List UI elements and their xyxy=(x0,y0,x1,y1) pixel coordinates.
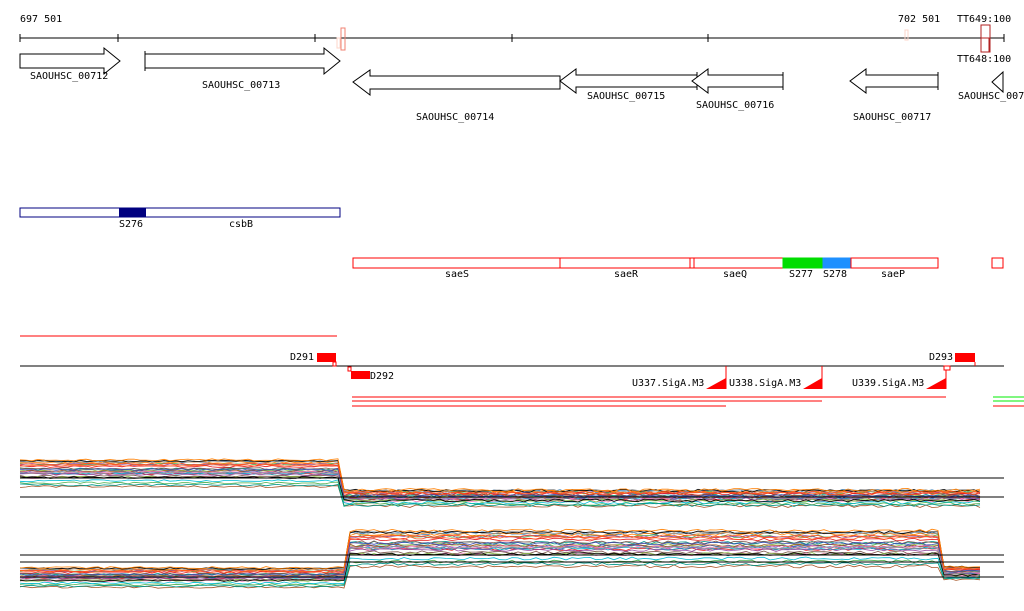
tss-marker[interactable] xyxy=(340,27,346,51)
expression-trace xyxy=(19,483,981,507)
promoter-U339[interactable] xyxy=(926,378,946,389)
gene-label: SAOUHSC_00716 xyxy=(696,100,775,111)
segment-S277[interactable] xyxy=(782,257,824,269)
expression-trace xyxy=(19,458,981,492)
expression-trace xyxy=(19,481,981,506)
feature-D292[interactable] xyxy=(351,371,370,379)
tss-marker[interactable] xyxy=(904,29,909,41)
ruler-start-label: 697 501 xyxy=(20,14,63,25)
expression-trace xyxy=(19,562,981,588)
expression-trace xyxy=(19,541,981,577)
feature-D293[interactable] xyxy=(955,353,975,362)
tss-marker[interactable] xyxy=(336,37,341,49)
expression-trace xyxy=(20,537,981,574)
gene-label: SAOUHSC_00712 xyxy=(30,71,109,82)
segment-S278[interactable] xyxy=(822,257,852,269)
feature-D291[interactable] xyxy=(317,353,336,362)
ruler-end-label: 702 501 xyxy=(898,14,941,25)
expression-traces xyxy=(19,458,981,589)
segment-saeQ[interactable] xyxy=(693,257,784,269)
segment-label: saeR xyxy=(614,269,639,280)
segment-label: csbB xyxy=(229,219,254,230)
gene-label: SAOUHSC_00715 xyxy=(587,91,666,102)
gene-label: SAOUHSC_007 xyxy=(958,91,1024,102)
tss-marker[interactable] xyxy=(980,37,990,53)
gene-arrow[interactable] xyxy=(849,68,939,94)
gene-label: SAOUHSC_00717 xyxy=(853,112,932,123)
expression-trace xyxy=(19,459,981,493)
gene-label: SAOUHSC_00713 xyxy=(202,80,281,91)
segment-label: S278 xyxy=(823,269,848,280)
promoter-label: U339.SigA.M3 xyxy=(852,378,925,389)
tss-label: TT648:100 xyxy=(957,54,1012,65)
expression-trace xyxy=(19,479,981,505)
expression-trace xyxy=(19,550,981,581)
promoter-U337[interactable] xyxy=(706,378,726,389)
tss-label: TT649:100 xyxy=(957,14,1012,25)
gene-arrow[interactable] xyxy=(691,68,784,94)
segment-saeS[interactable] xyxy=(352,257,561,269)
segment-label: S277 xyxy=(789,269,814,280)
expression-trace xyxy=(19,485,981,509)
segment-saeR[interactable] xyxy=(559,257,691,269)
segment-label: saeP xyxy=(881,269,906,280)
expression-trace xyxy=(19,463,981,496)
expression-trace xyxy=(19,536,981,574)
segment-saeP[interactable] xyxy=(850,257,939,269)
promoter-label: U337.SigA.M3 xyxy=(632,378,705,389)
feature-label: D292 xyxy=(370,371,395,382)
promoter-U338[interactable] xyxy=(803,378,822,389)
gene-arrow[interactable] xyxy=(991,70,1004,94)
expression-trace xyxy=(20,530,981,570)
gene-label: SAOUHSC_00714 xyxy=(416,112,495,123)
expression-trace xyxy=(19,556,981,585)
gene-arrow[interactable] xyxy=(559,68,698,94)
segment-label: saeS xyxy=(445,269,470,280)
expression-trace xyxy=(19,476,981,503)
expression-trace xyxy=(19,564,981,589)
gene-arrow[interactable] xyxy=(352,69,561,97)
operon-csbB[interactable] xyxy=(19,207,341,218)
ruler xyxy=(19,34,1005,42)
expression-trace xyxy=(19,528,981,570)
gene-arrow[interactable] xyxy=(19,46,121,76)
expression-trace xyxy=(19,471,981,500)
segment-S276[interactable] xyxy=(119,208,146,217)
segment-label: saeQ xyxy=(723,269,748,280)
feature-label: D293 xyxy=(929,352,954,363)
promoter-label: U338.SigA.M3 xyxy=(729,378,802,389)
segment-label: S276 xyxy=(119,219,144,230)
gene-arrow[interactable] xyxy=(144,46,341,76)
expression-trace xyxy=(20,540,981,576)
feature-label: D291 xyxy=(290,352,315,363)
